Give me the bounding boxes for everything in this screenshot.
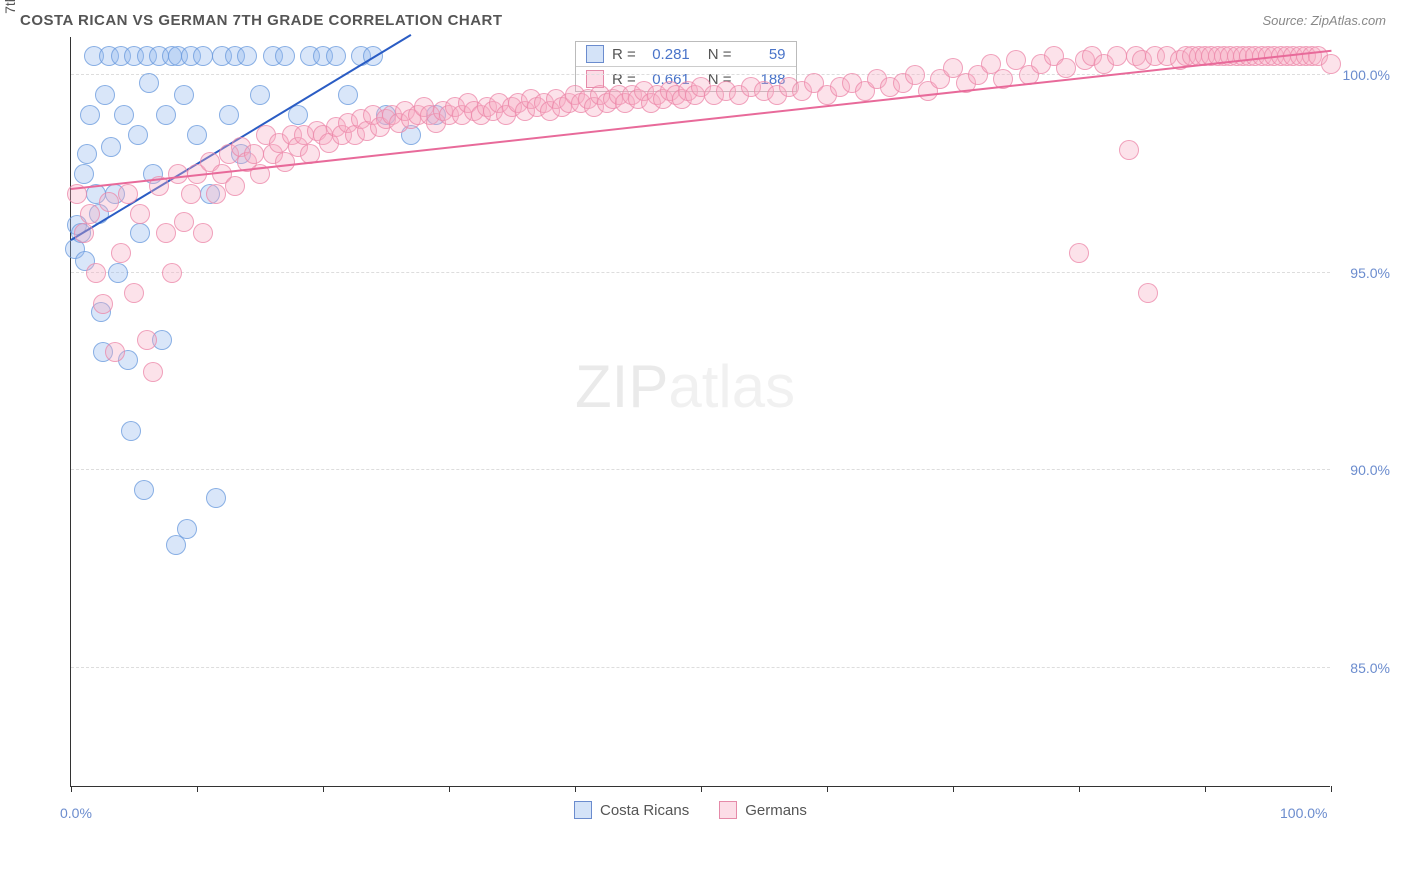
scatter-point bbox=[111, 243, 131, 263]
scatter-point bbox=[250, 85, 270, 105]
scatter-point bbox=[137, 330, 157, 350]
scatter-point bbox=[114, 105, 134, 125]
legend-label: Germans bbox=[745, 802, 807, 819]
x-tick bbox=[449, 786, 450, 792]
x-tick bbox=[197, 786, 198, 792]
x-tick bbox=[575, 786, 576, 792]
scatter-point bbox=[193, 46, 213, 66]
scatter-point bbox=[326, 46, 346, 66]
stat-r-value: 0.281 bbox=[644, 46, 690, 63]
scatter-point bbox=[80, 204, 100, 224]
chart-legend: Costa Ricans Germans bbox=[574, 801, 807, 819]
scatter-point bbox=[101, 137, 121, 157]
scatter-point bbox=[134, 480, 154, 500]
x-tick bbox=[1079, 786, 1080, 792]
x-tick bbox=[323, 786, 324, 792]
scatter-point bbox=[80, 105, 100, 125]
scatter-point bbox=[275, 46, 295, 66]
gridline bbox=[71, 74, 1330, 75]
scatter-point bbox=[77, 144, 97, 164]
scatter-point bbox=[244, 144, 264, 164]
watermark-bold: ZIP bbox=[575, 353, 668, 420]
y-tick-label: 85.0% bbox=[1350, 660, 1390, 676]
watermark: ZIPatlas bbox=[575, 352, 795, 421]
scatter-point bbox=[162, 263, 182, 283]
x-tick-label: 100.0% bbox=[1280, 805, 1327, 821]
gridline bbox=[71, 272, 1330, 273]
scatter-point bbox=[1138, 283, 1158, 303]
scatter-point bbox=[124, 283, 144, 303]
scatter-point bbox=[105, 342, 125, 362]
x-tick bbox=[1205, 786, 1206, 792]
scatter-point bbox=[174, 212, 194, 232]
legend-item: Costa Ricans bbox=[574, 801, 689, 819]
stat-n-value: 59 bbox=[740, 46, 786, 63]
scatter-point bbox=[177, 519, 197, 539]
y-axis-label: 7th Grade bbox=[2, 0, 18, 14]
gridline bbox=[71, 469, 1330, 470]
scatter-point bbox=[143, 362, 163, 382]
scatter-point bbox=[187, 125, 207, 145]
legend-swatch bbox=[719, 801, 737, 819]
scatter-point bbox=[86, 263, 106, 283]
x-tick bbox=[71, 786, 72, 792]
scatter-point bbox=[130, 223, 150, 243]
x-tick-label: 0.0% bbox=[60, 805, 92, 821]
scatter-point bbox=[95, 85, 115, 105]
scatter-point bbox=[206, 488, 226, 508]
chart-header: COSTA RICAN VS GERMAN 7TH GRADE CORRELAT… bbox=[0, 0, 1406, 37]
scatter-point bbox=[206, 184, 226, 204]
stats-row: R = 0.281 N = 59 bbox=[576, 42, 796, 66]
x-tick bbox=[1331, 786, 1332, 792]
x-tick bbox=[701, 786, 702, 792]
scatter-point bbox=[93, 294, 113, 314]
x-tick bbox=[953, 786, 954, 792]
y-tick-label: 90.0% bbox=[1350, 462, 1390, 478]
scatter-point bbox=[193, 223, 213, 243]
plot-region: ZIPatlas R =0.281N =59R =0.661N =188 85.… bbox=[70, 37, 1330, 787]
scatter-point bbox=[1107, 46, 1127, 66]
legend-label: Costa Ricans bbox=[600, 802, 689, 819]
legend-swatch bbox=[574, 801, 592, 819]
scatter-point bbox=[181, 184, 201, 204]
scatter-point bbox=[156, 223, 176, 243]
stat-r-label: R = bbox=[612, 46, 636, 63]
scatter-point bbox=[237, 46, 257, 66]
scatter-point bbox=[1056, 58, 1076, 78]
scatter-point bbox=[118, 184, 138, 204]
scatter-point bbox=[225, 176, 245, 196]
legend-swatch bbox=[586, 45, 604, 63]
scatter-point bbox=[121, 421, 141, 441]
y-tick-label: 100.0% bbox=[1343, 67, 1390, 83]
scatter-point bbox=[1069, 243, 1089, 263]
scatter-point bbox=[168, 164, 188, 184]
scatter-point bbox=[74, 223, 94, 243]
stat-n-label: N = bbox=[708, 46, 732, 63]
scatter-point bbox=[74, 164, 94, 184]
scatter-point bbox=[99, 192, 119, 212]
scatter-point bbox=[1321, 54, 1341, 74]
scatter-point bbox=[1119, 140, 1139, 160]
scatter-point bbox=[108, 263, 128, 283]
y-tick-label: 95.0% bbox=[1350, 265, 1390, 281]
scatter-point bbox=[156, 105, 176, 125]
scatter-point bbox=[174, 85, 194, 105]
watermark-light: atlas bbox=[668, 353, 795, 420]
chart-source: Source: ZipAtlas.com bbox=[1262, 13, 1386, 28]
chart-title: COSTA RICAN VS GERMAN 7TH GRADE CORRELAT… bbox=[20, 12, 503, 29]
scatter-point bbox=[139, 73, 159, 93]
gridline bbox=[71, 667, 1330, 668]
scatter-point bbox=[130, 204, 150, 224]
x-tick bbox=[827, 786, 828, 792]
scatter-point bbox=[219, 105, 239, 125]
scatter-point bbox=[128, 125, 148, 145]
legend-item: Germans bbox=[719, 801, 807, 819]
scatter-point bbox=[338, 85, 358, 105]
